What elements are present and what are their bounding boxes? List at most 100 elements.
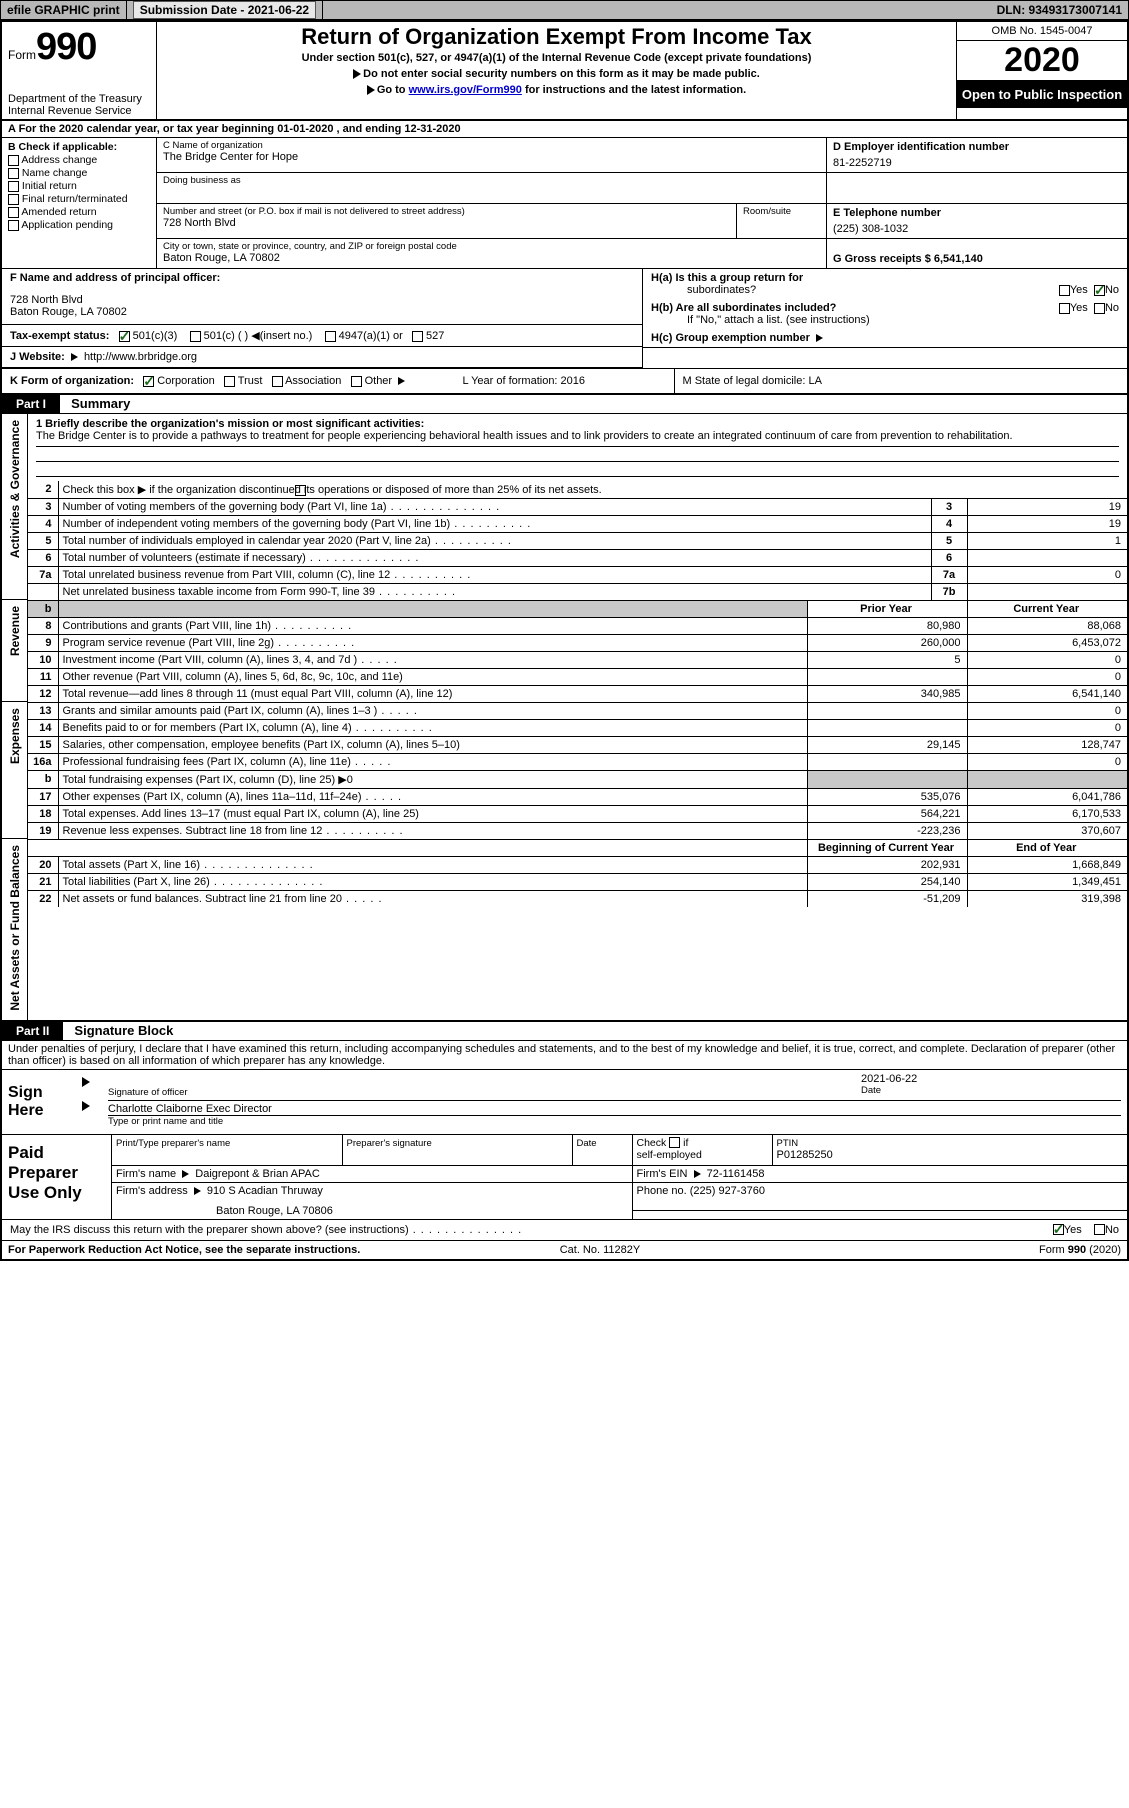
form990-link[interactable]: www.irs.gov/Form990 — [409, 84, 522, 96]
table-row: 13Grants and similar amounts paid (Part … — [28, 703, 1127, 720]
arrow-icon — [194, 1187, 201, 1195]
chk-501c[interactable] — [190, 331, 201, 342]
part2-declaration: Under penalties of perjury, I declare th… — [2, 1041, 1127, 1070]
line1-label: 1 Briefly describe the organization's mi… — [36, 418, 1119, 430]
box-c-room: Room/suite — [737, 204, 827, 238]
dept-irs: Internal Revenue Service — [8, 105, 150, 117]
row-j-website: J Website: http://www.brbridge.org — [2, 347, 642, 368]
summary-ag-block: Activities & Governance 1 Briefly descri… — [2, 414, 1127, 600]
summary-table-ag: 1 Briefly describe the organization's mi… — [28, 414, 1127, 600]
footer: For Paperwork Reduction Act Notice, see … — [2, 1240, 1127, 1259]
h-c: H(c) Group exemption number — [643, 329, 1127, 348]
summary-na-block: Net Assets or Fund Balances Beginning of… — [2, 839, 1127, 1022]
top-bar: efile GRAPHIC print Submission Date - 20… — [0, 0, 1129, 20]
discuss-row: May the IRS discuss this return with the… — [2, 1220, 1127, 1240]
chk-other[interactable] — [351, 376, 362, 387]
side-label-na: Net Assets or Fund Balances — [2, 839, 28, 1020]
table-row: 5Total number of individuals employed in… — [28, 533, 1127, 550]
footer-right: Form 990 (2020) — [1039, 1244, 1121, 1256]
ha-yes[interactable] — [1059, 285, 1070, 296]
dln-label: DLN: 93493173007141 — [991, 1, 1128, 19]
submission-date: Submission Date - 2021-06-22 — [133, 1, 316, 19]
arrow-icon — [694, 1170, 701, 1178]
chk-initial-return[interactable]: Initial return — [8, 180, 150, 192]
table-row: 22Net assets or fund balances. Subtract … — [28, 891, 1127, 908]
h-b: H(b) Are all subordinates included? Yes … — [643, 299, 1127, 329]
table-row: 21Total liabilities (Part X, line 26)254… — [28, 874, 1127, 891]
chk-discontinued[interactable] — [295, 485, 306, 496]
box-e-phone: E Telephone number (225) 308-1032 — [827, 204, 1127, 238]
part2-tab: Part II — [2, 1022, 63, 1040]
chk-corp[interactable] — [143, 376, 154, 387]
box-d-ein: D Employer identification number 81-2252… — [827, 138, 1127, 172]
sig-date-val: 2021-06-22 — [861, 1073, 1121, 1085]
table-row: 6Total number of volunteers (estimate if… — [28, 550, 1127, 567]
summary-table-na: Beginning of Current YearEnd of Year 20T… — [28, 839, 1127, 907]
chk-501c3[interactable] — [119, 331, 130, 342]
table-row: 10Investment income (Part VIII, column (… — [28, 652, 1127, 669]
chk-name-change[interactable]: Name change — [8, 167, 150, 179]
chk-amended[interactable]: Amended return — [8, 206, 150, 218]
box-f-officer: F Name and address of principal officer:… — [2, 269, 642, 325]
table-row: 7aTotal unrelated business revenue from … — [28, 567, 1127, 584]
sub3-pre: Go to — [377, 84, 409, 96]
part1-bar: Part I Summary — [2, 395, 1127, 414]
side-label-ag: Activities & Governance — [2, 414, 28, 600]
part1-title: Summary — [63, 396, 130, 411]
form-title: Return of Organization Exempt From Incom… — [161, 24, 952, 50]
chk-self-employed[interactable] — [669, 1137, 680, 1148]
chk-app-pending[interactable]: Application pending — [8, 219, 150, 231]
box-c-city: City or town, state or province, country… — [157, 239, 827, 268]
tax-year: 2020 — [957, 41, 1127, 81]
discuss-no[interactable] — [1094, 1224, 1105, 1235]
table-row: 12Total revenue—add lines 8 through 11 (… — [28, 686, 1127, 703]
hb-no[interactable] — [1094, 303, 1105, 314]
row-i-tax-status: Tax-exempt status: 501(c)(3) 501(c) ( ) … — [2, 325, 642, 347]
omb-number: OMB No. 1545-0047 — [957, 22, 1127, 41]
sign-here-label: Sign Here — [2, 1070, 82, 1134]
part2-bar: Part II Signature Block — [2, 1022, 1127, 1041]
table-row: 17Other expenses (Part IX, column (A), l… — [28, 789, 1127, 806]
box-c-name: C Name of organization The Bridge Center… — [157, 138, 827, 172]
col-fg: F Name and address of principal officer:… — [2, 269, 642, 368]
form-subtitle-1: Under section 501(c), 527, or 4947(a)(1)… — [161, 52, 952, 64]
form-word: Form — [8, 48, 36, 62]
table-row: 19Revenue less expenses. Subtract line 1… — [28, 823, 1127, 840]
row-fgh: F Name and address of principal officer:… — [2, 269, 1127, 368]
triangle-icon — [367, 85, 375, 95]
summary-rev-block: Revenue bPrior YearCurrent Year 8Contrib… — [2, 600, 1127, 702]
box-c-street: Number and street (or P.O. box if mail i… — [157, 204, 737, 238]
header-mid: Return of Organization Exempt From Incom… — [157, 22, 957, 119]
col-b-heading: B Check if applicable: — [8, 141, 150, 153]
chk-4947[interactable] — [325, 331, 336, 342]
table-row: 8Contributions and grants (Part VIII, li… — [28, 618, 1127, 635]
chk-trust[interactable] — [224, 376, 235, 387]
dept-treasury: Department of the Treasury — [8, 93, 150, 105]
table-row: 3Number of voting members of the governi… — [28, 499, 1127, 516]
chk-address-change[interactable]: Address change — [8, 154, 150, 166]
paid-preparer-block: Paid Preparer Use Only Print/Type prepar… — [2, 1135, 1127, 1220]
paid-preparer-label: Paid Preparer Use Only — [2, 1135, 112, 1219]
box-c-dba: Doing business as — [157, 173, 827, 203]
sub3-post: for instructions and the latest informat… — [522, 84, 746, 96]
summary-exp-block: Expenses 13Grants and similar amounts pa… — [2, 702, 1127, 839]
triangle-icon — [82, 1077, 90, 1087]
chk-final-return[interactable]: Final return/terminated — [8, 193, 150, 205]
discuss-yes[interactable] — [1053, 1224, 1064, 1235]
hb-yes[interactable] — [1059, 303, 1070, 314]
ha-no[interactable] — [1094, 285, 1105, 296]
sign-here-block: Sign Here Signature of officer 2021-06-2… — [2, 1070, 1127, 1135]
col-cd: C Name of organization The Bridge Center… — [157, 138, 1127, 268]
chk-527[interactable] — [412, 331, 423, 342]
table-row: 15Salaries, other compensation, employee… — [28, 737, 1127, 754]
table-row: 4Number of independent voting members of… — [28, 516, 1127, 533]
table-row: 11Other revenue (Part VIII, column (A), … — [28, 669, 1127, 686]
form-header: Form990 Department of the Treasury Inter… — [2, 22, 1127, 121]
line1-text: The Bridge Center is to provide a pathwa… — [36, 430, 1119, 442]
box-m: M State of legal domicile: LA — [675, 369, 1128, 393]
block-bcd: B Check if applicable: Address change Na… — [2, 138, 1127, 269]
part1-tab: Part I — [2, 395, 60, 413]
arrow-icon — [398, 377, 405, 385]
chk-assoc[interactable] — [272, 376, 283, 387]
arrow-icon — [816, 334, 823, 342]
